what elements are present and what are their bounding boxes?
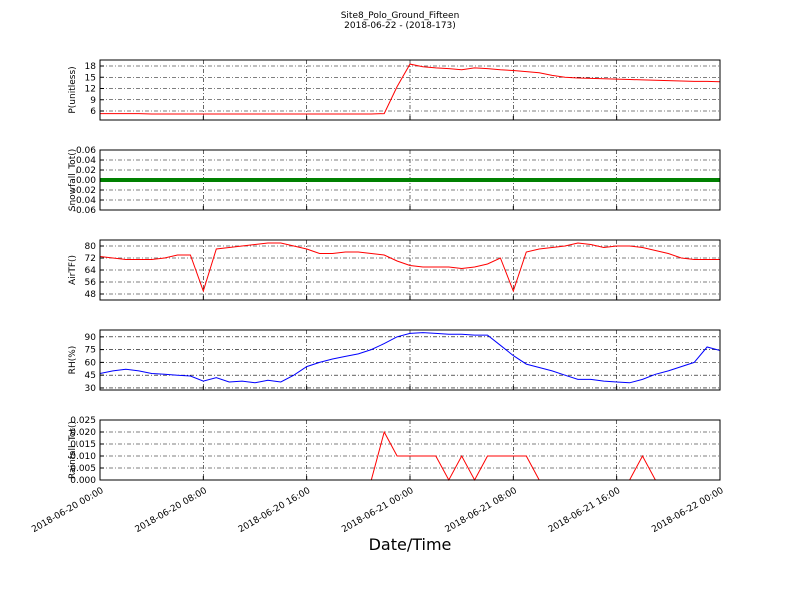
plot-frame: [99, 149, 721, 211]
x-tick-label: 2018-06-21 16:00: [547, 486, 622, 535]
y-tick-label: 75: [85, 346, 96, 356]
y-tick-label: 56: [85, 278, 97, 288]
x-axis-label: Date/Time: [369, 535, 452, 554]
data-line: [100, 63, 721, 115]
y-tick-label: 0.000: [70, 476, 96, 486]
y-tick-label: 90: [85, 333, 97, 343]
x-tick-label: 2018-06-21 00:00: [340, 486, 415, 535]
chart-title: Site8_Polo_Ground_Fifteen: [341, 11, 460, 21]
y-tick-label: -0.06: [73, 206, 97, 216]
y-tick-label: 0.010: [70, 452, 96, 462]
y-tick-label: 64: [85, 266, 97, 276]
y-tick-label: 0.005: [70, 464, 96, 474]
x-tick-label: 2018-06-21 08:00: [444, 486, 519, 535]
x-tick-label: 2018-06-20 00:00: [30, 486, 105, 535]
data-line: [99, 332, 721, 384]
x-tick-label: 2018-06-20 08:00: [134, 486, 209, 535]
y-tick-label: 45: [85, 371, 96, 381]
x-tick-label: 2018-06-22 00:00: [650, 486, 725, 535]
plot-frame: [99, 329, 721, 391]
y-tick-label: 0.04: [76, 156, 96, 166]
y-axis-label: Snowfall_Tot(): [68, 149, 78, 212]
y-tick-label: -0.04: [73, 196, 97, 206]
x-tick-label: 2018-06-20 16:00: [237, 486, 312, 535]
y-tick-label: 12: [85, 85, 96, 95]
y-tick-label: 0.025: [70, 416, 96, 426]
y-tick-label: 15: [85, 73, 96, 83]
plot-frame: [99, 239, 721, 301]
y-axis-label: AirTF(): [68, 255, 78, 285]
plot-frame: [99, 419, 721, 481]
y-tick-label: 60: [85, 358, 97, 368]
y-tick-label: 6: [90, 107, 96, 117]
data-line: [99, 242, 720, 293]
y-tick-label: -0.02: [73, 186, 96, 196]
y-axis-label: Rainfall_Tot(): [68, 421, 78, 479]
y-tick-label: 30: [85, 384, 97, 394]
y-axis-label: P(unitless): [68, 66, 78, 113]
y-tick-label: 72: [85, 254, 96, 264]
y-tick-label: 0.02: [76, 166, 96, 176]
y-tick-label: 48: [85, 290, 97, 300]
plot-frame: [99, 59, 721, 121]
y-tick-label: 0.00: [76, 176, 96, 186]
y-tick-label: 9: [90, 96, 96, 106]
y-tick-label: 0.06: [76, 146, 96, 156]
y-axis-label: RH(%): [68, 346, 78, 375]
y-tick-label: 18: [85, 62, 97, 72]
y-tick-label: 0.015: [70, 440, 96, 450]
chart-subtitle: 2018-06-22 - (2018-173): [344, 21, 456, 31]
y-tick-label: 80: [85, 242, 97, 252]
y-tick-label: 0.020: [70, 428, 96, 438]
